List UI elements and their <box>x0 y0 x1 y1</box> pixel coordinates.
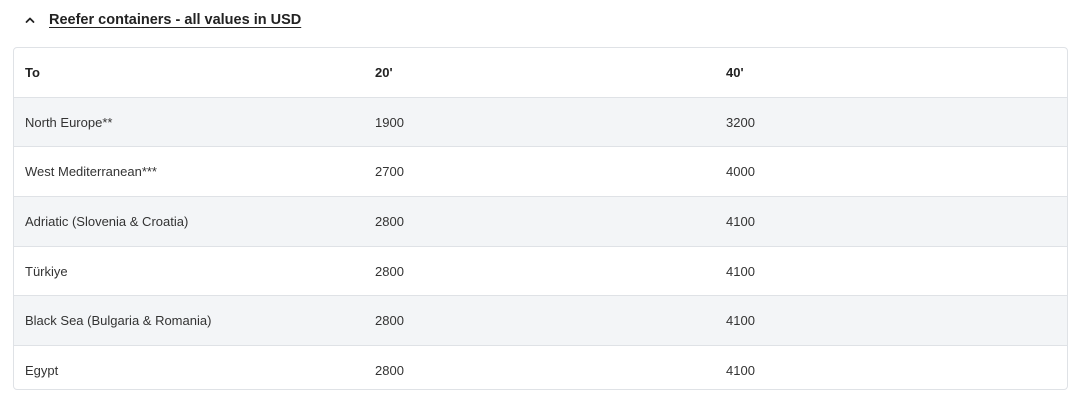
section-title[interactable]: Reefer containers - all values in USD <box>49 12 302 28</box>
destination-cell: Egypt <box>25 362 59 378</box>
price-40ft-cell: 4000 <box>715 146 1067 198</box>
price-40ft-cell: 4100 <box>726 362 755 378</box>
destination-cell: Adriatic (Slovenia & Croatia) <box>14 196 364 247</box>
column-header-20ft: 20' <box>364 48 715 98</box>
table-row: Egypt 2800 4100 <box>14 346 1067 389</box>
rates-table: To 20' 40' North Europe** 1900 3200 West Me… <box>13 47 1068 390</box>
table-row: Black Sea (Bulgaria & Romania) 2800 4100 <box>14 295 1067 347</box>
destination-cell: North Europe** <box>14 97 364 148</box>
destination-cell: West Mediterranean*** <box>14 146 364 198</box>
price-20ft-cell: 2800 <box>364 246 715 297</box>
price-40ft-cell: 4100 <box>715 246 1067 297</box>
price-20ft-cell: 2800 <box>375 362 404 378</box>
destination-cell: Black Sea (Bulgaria & Romania) <box>14 295 364 347</box>
table-row: West Mediterranean*** 2700 4000 <box>14 146 1067 198</box>
price-20ft-cell: 2800 <box>364 295 715 347</box>
price-40ft-cell: 3200 <box>715 97 1067 148</box>
price-20ft-cell: 2700 <box>364 146 715 198</box>
price-40ft-cell: 4100 <box>715 295 1067 347</box>
table-row: Adriatic (Slovenia & Croatia) 2800 4100 <box>14 196 1067 247</box>
column-header-to: To <box>14 48 364 98</box>
price-40ft-cell: 4100 <box>715 196 1067 247</box>
destination-cell: Türkiye <box>14 246 364 297</box>
column-header-40ft: 40' <box>715 48 1067 98</box>
price-20ft-cell: 1900 <box>364 97 715 148</box>
price-20ft-cell: 2800 <box>364 196 715 247</box>
table-row: Türkiye 2800 4100 <box>14 246 1067 297</box>
accordion-toggle[interactable]: Reefer containers - all values in USD <box>24 8 301 32</box>
chevron-up-icon <box>25 17 35 23</box>
table-row: North Europe** 1900 3200 <box>14 97 1067 148</box>
table-header-row: To 20' 40' <box>14 48 1067 98</box>
